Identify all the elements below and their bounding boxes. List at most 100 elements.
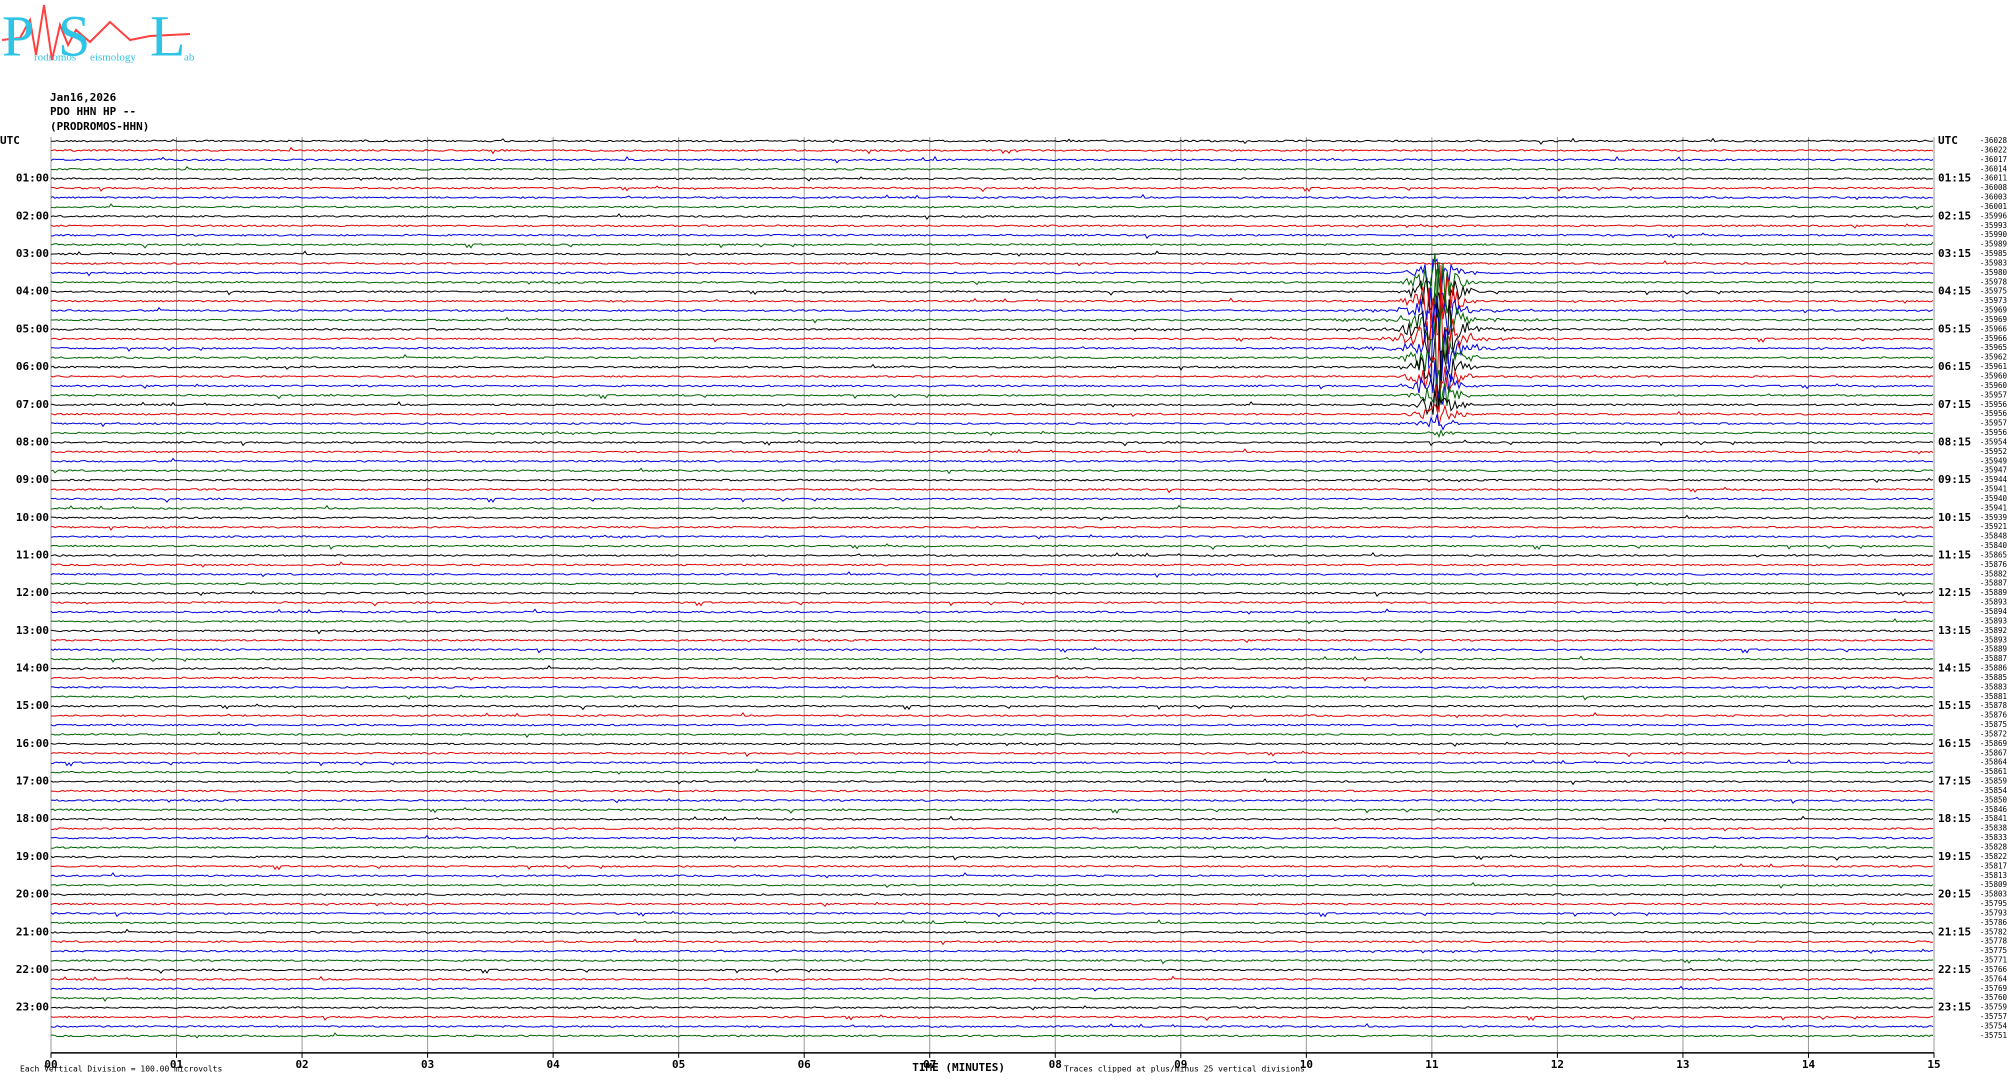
trace-offset: -35764 bbox=[1980, 974, 2008, 983]
hour-label: 07:00 bbox=[16, 398, 49, 411]
trace-offset: -35949 bbox=[1980, 456, 2007, 465]
trace bbox=[50, 789, 1934, 793]
x-tick-label: 08 bbox=[1049, 1058, 1062, 1071]
trace bbox=[50, 258, 1934, 298]
trace-offset: -35985 bbox=[1980, 249, 2007, 258]
hour-label: 01:00 bbox=[16, 172, 49, 185]
hour-label: 04:00 bbox=[16, 285, 49, 298]
trace bbox=[50, 863, 1934, 871]
hour-label-right: UTC bbox=[1938, 134, 1958, 147]
trace-offset: -35893 bbox=[1980, 616, 2007, 625]
trace bbox=[50, 938, 1934, 946]
x-tick-label: 12 bbox=[1551, 1058, 1564, 1071]
trace bbox=[50, 901, 1934, 907]
trace bbox=[50, 350, 1934, 407]
x-tick-label: 02 bbox=[295, 1058, 308, 1071]
trace bbox=[50, 486, 1934, 494]
x-axis-title: TIME (MINUTES) bbox=[912, 1061, 1005, 1074]
trace-offset: -35809 bbox=[1980, 880, 2007, 889]
trace-offset: -36022 bbox=[1980, 145, 2007, 154]
trace-offset: -35961 bbox=[1980, 362, 2007, 371]
hour-label: 23:00 bbox=[16, 1001, 49, 1014]
trace bbox=[50, 543, 1934, 551]
hour-label: 02:00 bbox=[16, 209, 49, 222]
hour-label: 22:00 bbox=[16, 963, 49, 976]
trace bbox=[50, 723, 1934, 728]
trace bbox=[50, 685, 1934, 690]
logo-word: rodromos bbox=[34, 52, 76, 64]
trace bbox=[50, 321, 1934, 402]
trace bbox=[50, 600, 1934, 607]
hour-label: 19:00 bbox=[16, 850, 49, 863]
trace bbox=[50, 369, 1934, 407]
trace-offset: -35854 bbox=[1980, 786, 2008, 795]
trace bbox=[51, 268, 1934, 351]
trace bbox=[50, 534, 1934, 540]
trace-offset: -35939 bbox=[1980, 513, 2007, 522]
trace bbox=[50, 355, 1934, 413]
trace bbox=[50, 448, 1934, 455]
trace-offset: -35965 bbox=[1980, 343, 2007, 352]
x-tick-label: 14 bbox=[1802, 1058, 1816, 1071]
trace bbox=[50, 185, 1934, 193]
trace-offset: -35893 bbox=[1980, 598, 2007, 607]
trace bbox=[50, 928, 1934, 935]
trace bbox=[51, 845, 1934, 851]
trace-offset: -35894 bbox=[1980, 607, 2008, 616]
trace-offset: -35865 bbox=[1980, 550, 2007, 559]
hour-label: 13:00 bbox=[16, 624, 49, 637]
trace bbox=[50, 551, 1934, 558]
trace-offset: -35759 bbox=[1980, 1003, 2007, 1012]
logo-word: eismology bbox=[90, 52, 136, 64]
trace-offset: -36011 bbox=[1980, 174, 2007, 183]
trace bbox=[50, 403, 1934, 426]
trace-offset: -35952 bbox=[1980, 447, 2007, 456]
trace bbox=[50, 815, 1934, 822]
hour-label: 09:00 bbox=[16, 473, 49, 486]
trace bbox=[50, 1005, 1934, 1011]
logo-letter: P bbox=[2, 3, 34, 68]
hour-label-right: 07:15 bbox=[1938, 398, 1971, 411]
trace-offset: -35848 bbox=[1980, 532, 2008, 541]
trace-offset: -35956 bbox=[1980, 409, 2008, 418]
trace bbox=[50, 428, 1934, 439]
trace bbox=[50, 514, 1934, 521]
trace-offset: -35795 bbox=[1980, 899, 2007, 908]
trace bbox=[50, 778, 1934, 786]
trace-offset: -35947 bbox=[1980, 466, 2007, 475]
trace-offset: -35966 bbox=[1980, 324, 2008, 333]
hour-label-right: 10:15 bbox=[1938, 511, 1971, 524]
trace-offset: -35751 bbox=[1980, 1031, 2007, 1040]
hour-label-right: 04:15 bbox=[1938, 285, 1971, 298]
trace bbox=[50, 232, 1934, 239]
trace bbox=[50, 260, 1934, 267]
trace-offset: -35876 bbox=[1980, 711, 2008, 720]
trace bbox=[50, 176, 1934, 182]
trace-offset: -35760 bbox=[1980, 993, 2008, 1002]
hour-label-right: 20:15 bbox=[1938, 888, 1971, 901]
clip-note: Traces clipped at plus/minus 25 vertical… bbox=[1064, 1065, 1305, 1074]
trace-offset: -35867 bbox=[1980, 748, 2007, 757]
trace-offset: -35833 bbox=[1980, 833, 2007, 842]
trace bbox=[50, 996, 1934, 1002]
trace-offset: -35769 bbox=[1980, 984, 2007, 993]
hour-label-right: 09:15 bbox=[1938, 473, 1971, 486]
trace-offset: -36003 bbox=[1980, 193, 2007, 202]
trace-offset: -35996 bbox=[1980, 211, 2008, 220]
trace bbox=[50, 872, 1934, 879]
trace bbox=[50, 967, 1934, 974]
trace-offset: -35887 bbox=[1980, 579, 2007, 588]
hour-label-right: 17:15 bbox=[1938, 775, 1971, 788]
trace-offset: -35941 bbox=[1980, 485, 2007, 494]
trace-offset: -35893 bbox=[1980, 635, 2007, 644]
trace bbox=[50, 414, 1934, 431]
trace bbox=[51, 137, 1934, 145]
trace bbox=[50, 797, 1934, 805]
trace bbox=[50, 146, 1934, 155]
x-tick-label: 09 bbox=[1174, 1058, 1187, 1071]
hour-label: 14:00 bbox=[16, 662, 49, 675]
hour-label-right: 15:15 bbox=[1938, 699, 1971, 712]
trace-offset: -35872 bbox=[1980, 729, 2007, 738]
trace-offset: -35859 bbox=[1980, 777, 2007, 786]
